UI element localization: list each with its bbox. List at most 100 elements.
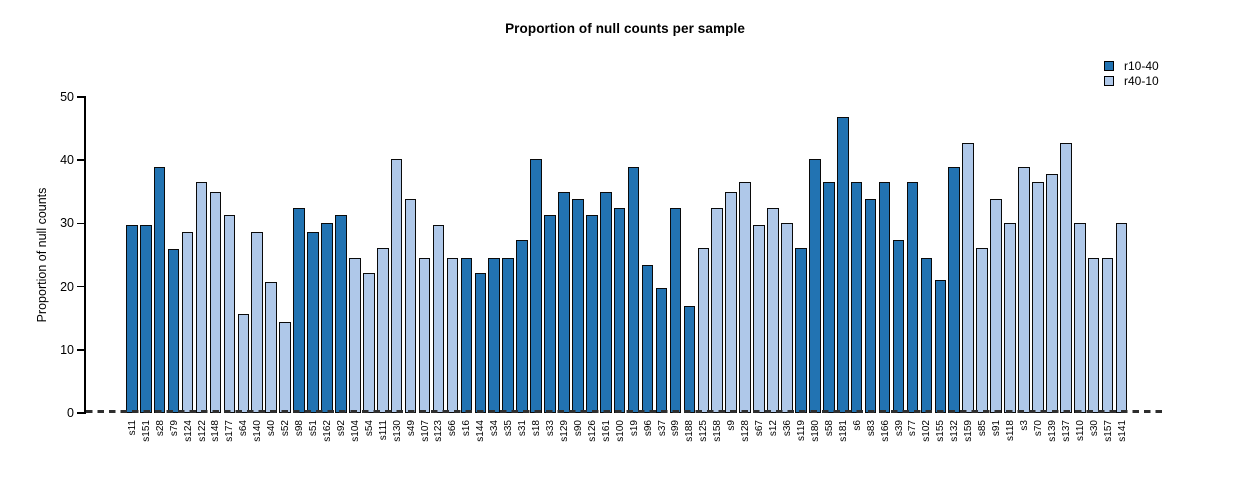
legend-label-r10-40: r10-40 [1124,59,1159,73]
y-tick-mark [77,222,84,225]
x-tick-label-s122: s122 [196,420,208,442]
bar-s9 [725,191,737,413]
y-tick-label: 10 [60,342,74,357]
y-tick-label: 40 [60,153,74,168]
bar-s92 [335,215,347,413]
bar-s85 [976,248,988,413]
x-tick-label-s34: s34 [489,420,501,437]
x-tick-label-s123: s123 [433,420,445,442]
bar-s49 [404,199,417,413]
bar-s102 [920,257,933,413]
bar-s36 [781,223,793,413]
x-tick-label-s126: s126 [586,420,598,442]
x-tick-label-s90: s90 [572,420,584,437]
x-tick-label-s92: s92 [335,420,347,437]
x-tick-label-s77: s77 [907,420,919,437]
bar-s16 [460,257,473,413]
bar-s54 [362,272,375,413]
bar-s31 [516,240,528,413]
x-tick-label-s177: s177 [224,420,236,442]
legend-swatch-r40-10 [1104,75,1114,86]
bar-s40 [265,281,277,413]
x-tick-label-s36: s36 [781,420,793,437]
bar-s177 [223,215,236,413]
x-tick-label-s119: s119 [795,420,807,441]
bar-s111 [376,248,389,413]
bar-s77 [906,182,919,413]
x-tick-label-s30: s30 [1088,420,1100,437]
x-tick-label-s85: s85 [977,420,989,437]
x-tick-label-s181: s181 [837,420,849,442]
bar-s188 [683,305,696,413]
x-tick-label-s52: s52 [280,420,292,437]
bar-s151 [139,224,152,413]
x-tick-label-s128: s128 [740,420,752,442]
y-tick-label: 0 [67,406,74,420]
x-tick-label-s104: s104 [349,420,361,442]
x-tick-label-s118: s118 [1005,420,1017,441]
x-tick-label-s161: s161 [600,420,612,442]
bar-s118 [1004,223,1016,413]
y-tick-mark [77,159,84,161]
bar-s155 [934,280,947,413]
zero-baseline-dashed-line [86,410,1164,413]
bar-s66 [446,257,459,413]
bar-s99 [669,207,682,413]
x-tick-label-s6: s6 [851,420,863,431]
x-tick-label-s39: s39 [893,420,905,437]
bar-s19 [627,166,640,413]
bar-s141 [1115,223,1128,413]
bar-s79 [167,248,180,413]
x-tick-label-s139: s139 [1046,420,1058,442]
x-tick-label-s107: s107 [419,420,431,442]
bar-s98 [293,207,305,413]
bar-s166 [878,182,891,413]
x-tick-label-s99: s99 [670,420,682,437]
x-tick-label-s166: s166 [879,420,891,442]
x-tick-label-s124: s124 [182,420,194,442]
bar-s129 [558,191,570,413]
bar-s37 [655,288,668,413]
bar-s181 [836,116,849,413]
x-tick-label-s157: s157 [1102,420,1114,442]
y-tick-mark [77,285,84,288]
y-axis-line [84,96,86,414]
bar-s107 [418,257,431,413]
bar-s144 [474,273,487,413]
x-tick-label-s18: s18 [531,420,543,437]
bar-s130 [390,158,403,413]
bar-s180 [809,158,821,413]
y-tick-mark [77,349,84,351]
bar-s51 [307,231,319,413]
bar-s39 [892,240,905,413]
x-tick-label-s141: s141 [1116,420,1128,442]
x-tick-label-s79: s79 [168,420,180,437]
y-tick-mark [77,412,84,414]
bar-s137 [1059,142,1072,413]
x-tick-label-s37: s37 [656,420,668,437]
bar-s33 [544,215,556,413]
x-tick-label-s12: s12 [768,420,780,437]
bar-s110 [1073,223,1086,413]
bar-s3 [1018,166,1030,413]
bar-s52 [279,321,291,413]
x-tick-label-s151: s151 [140,420,152,442]
x-tick-label-s33: s33 [545,420,556,437]
bar-s18 [530,158,542,413]
bar-s158 [711,207,724,413]
bar-s35 [502,257,514,413]
x-tick-label-s100: s100 [614,420,626,442]
x-tick-label-s67: s67 [754,420,766,437]
x-tick-label-s64: s64 [238,420,250,437]
x-tick-label-s110: s110 [1074,420,1086,441]
bar-s162 [321,223,333,413]
bar-s6 [850,182,863,413]
bar-s90 [572,199,584,413]
x-tick-label-s98: s98 [294,420,306,437]
bar-s12 [767,207,779,413]
bar-s148 [209,191,222,413]
bar-s104 [349,257,361,413]
x-tick-label-s19: s19 [628,420,640,437]
y-axis-title: Proportion of null counts [35,187,49,323]
x-tick-label-s9: s9 [726,420,738,431]
